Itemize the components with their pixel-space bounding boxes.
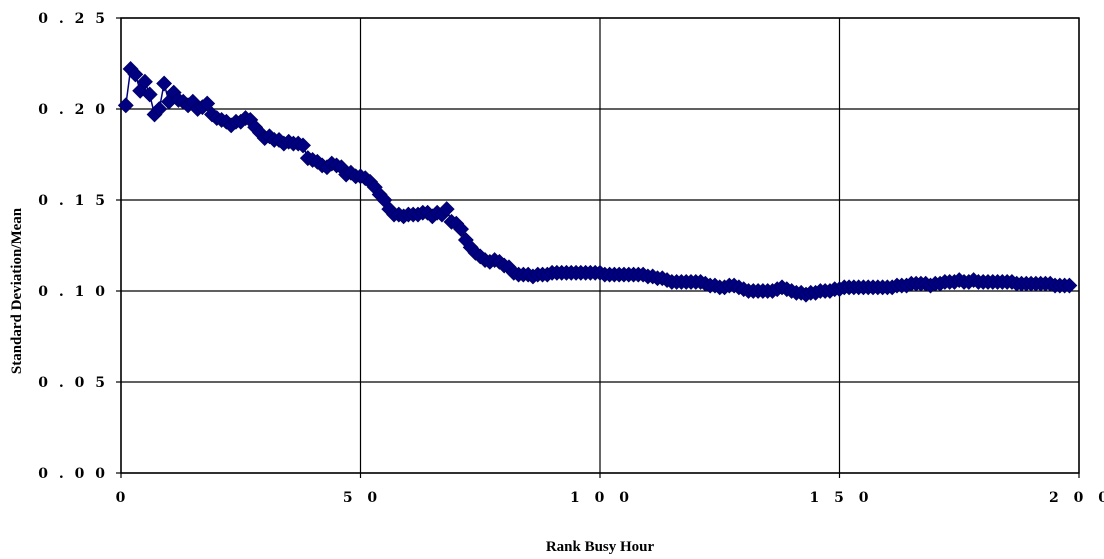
data-point	[295, 137, 311, 154]
data-point	[137, 73, 153, 90]
data-point	[141, 86, 158, 103]
data-point	[151, 101, 168, 117]
data-point	[199, 95, 216, 112]
y-tick-labels: 0 . 0 0 0 . 0 5 0 . 1 0 0 . 1 5 0 . 2 0 0 . 2…	[38, 11, 108, 482]
data-point	[1061, 277, 1078, 294]
data-points	[117, 61, 1078, 303]
y-axis-title: Standard Deviation/Mean	[9, 207, 25, 374]
x-axis-title: Rank Busy Hour	[546, 539, 655, 555]
data-point	[438, 201, 455, 218]
y-tick-label: 0 . 0 5	[38, 375, 108, 391]
y-tick-label: 0 . 2 5	[38, 11, 108, 27]
x-tick-label: 5 0	[343, 490, 382, 506]
x-tick-label: 1 0 0	[570, 490, 634, 506]
y-tick-label: 0 . 1 5	[38, 193, 108, 209]
y-tick-label: 0 . 2 0	[38, 102, 108, 118]
series-path	[125, 67, 1070, 296]
data-point	[156, 75, 173, 92]
data-point	[453, 221, 470, 238]
y-tick-label: 0 . 1 0	[38, 284, 108, 300]
x-tick-label: 2 0 0	[1049, 490, 1104, 506]
plot-area-border	[116, 17, 1080, 478]
x-tick-label: 1 5 0	[810, 490, 874, 506]
y-tick-label: 0 . 0 0	[38, 466, 108, 482]
x-tick-labels: 0 5 0 1 0 0 1 5 0 2 0 0	[116, 490, 1104, 506]
data-point	[117, 97, 134, 114]
data-point	[127, 66, 144, 83]
x-tick-label: 0	[116, 490, 131, 506]
grid	[120, 17, 1080, 474]
